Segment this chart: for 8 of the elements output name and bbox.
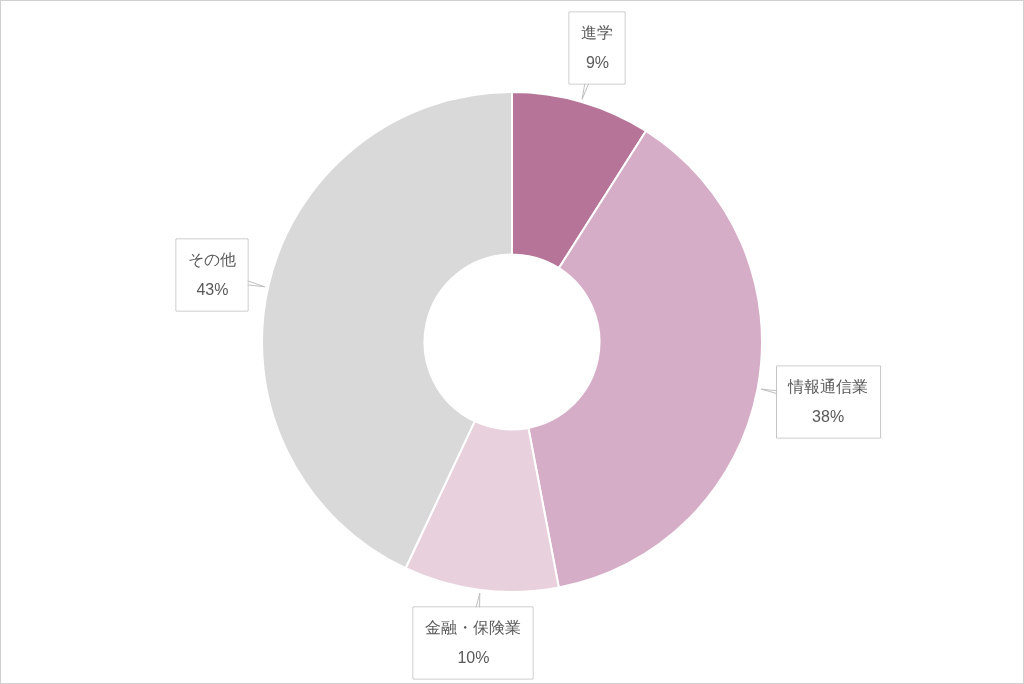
slice-label: その他 [187,250,238,271]
data-label: 9% [584,52,611,73]
data-label: 43% [195,280,230,301]
slice-label: 金融・保険業 [424,618,523,638]
data-label: 10% [456,648,491,668]
slice-label: 情報通信業 [786,377,870,398]
data-label: 38% [811,407,846,428]
slice-label: 進学 [580,22,615,43]
